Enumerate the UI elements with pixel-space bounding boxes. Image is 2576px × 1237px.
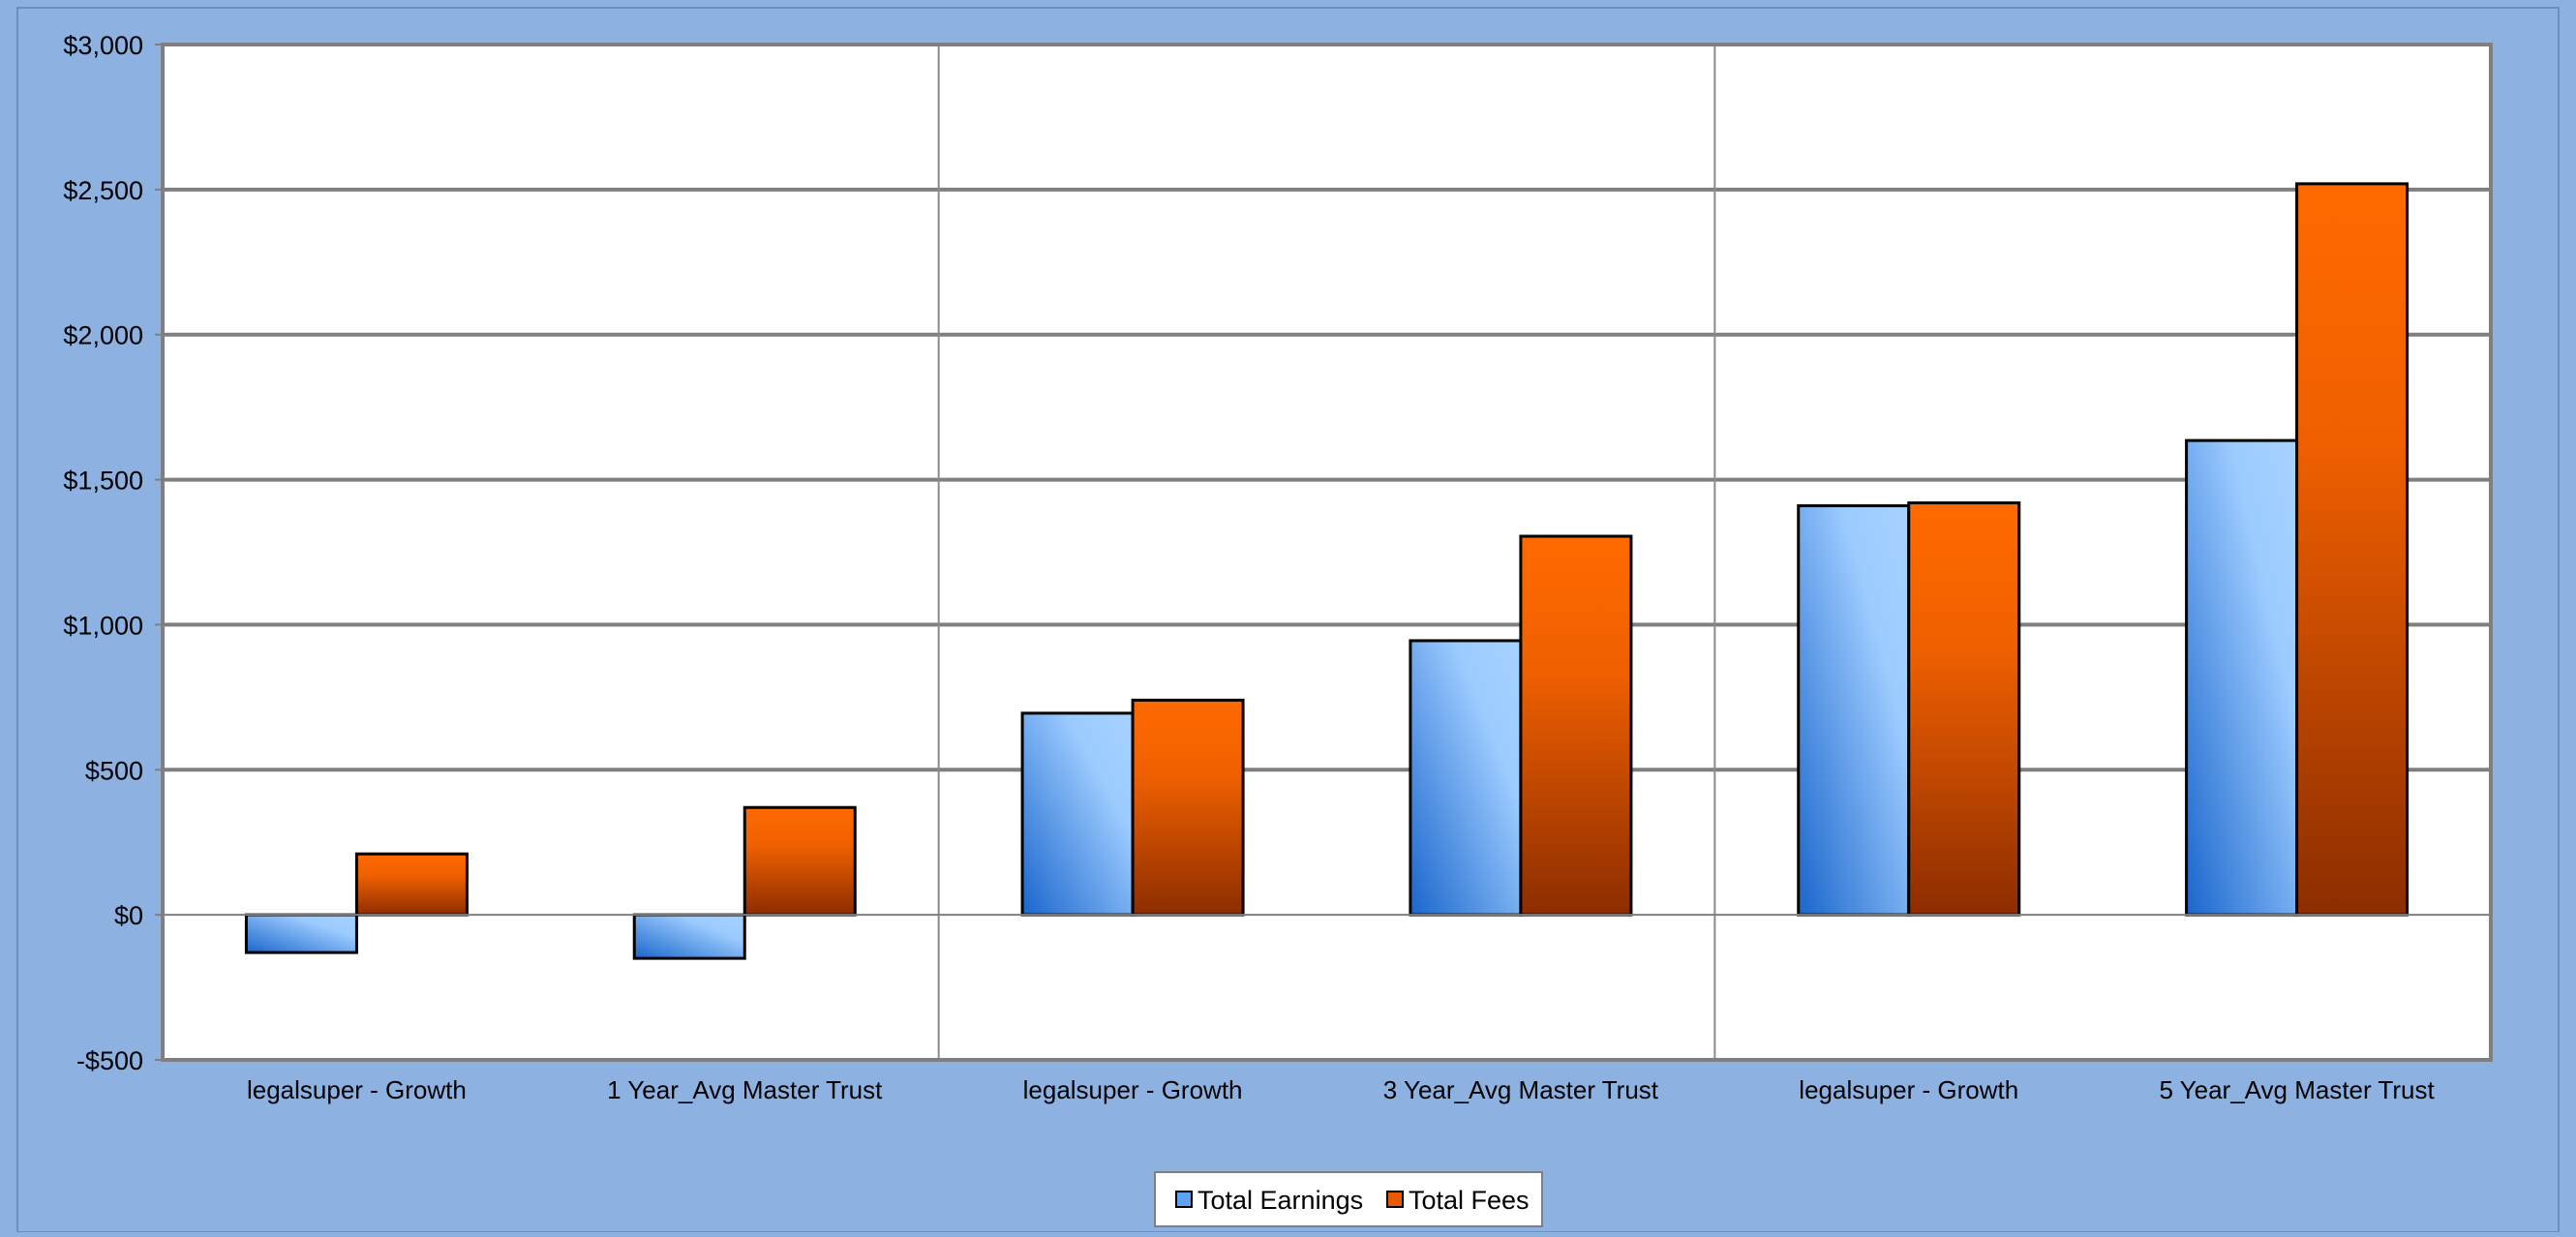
x-axis: legalsuper - Growth 1 Year_Avg Master Tru… xyxy=(247,1075,2435,1104)
bar-total-fees[interactable] xyxy=(1907,501,2021,917)
y-tick-label: $500 xyxy=(85,756,143,785)
y-tick-label: $1,000 xyxy=(63,611,143,640)
legend-label-total-earnings: Total Earnings xyxy=(1197,1186,1363,1215)
bar-total-earnings[interactable] xyxy=(1797,504,1911,917)
x-tick-label: 1 Year_Avg Master Trust xyxy=(607,1075,883,1104)
bar-total-fees[interactable] xyxy=(1519,534,1633,917)
bar-total-fees[interactable] xyxy=(354,852,469,917)
x-tick-label: legalsuper - Growth xyxy=(1799,1075,2018,1104)
gridlines xyxy=(161,43,2493,1062)
bars xyxy=(163,182,2491,960)
x-tick-label: legalsuper - Growth xyxy=(247,1075,467,1104)
y-tick-label: $1,500 xyxy=(63,467,143,496)
bar-total-earnings[interactable] xyxy=(2185,438,2299,917)
y-axis: -$500 $0 $500 $1,000 $1,500 $2,000 $2,500 $3,00… xyxy=(63,31,165,1075)
y-tick-label: $2,000 xyxy=(63,321,143,350)
bar-total-fees[interactable] xyxy=(742,805,857,917)
bar-total-earnings[interactable] xyxy=(1409,639,1523,917)
x-tick-label: 3 Year_Avg Master Trust xyxy=(1383,1075,1659,1104)
bar-total-earnings[interactable] xyxy=(244,913,358,954)
y-tick-label: -$500 xyxy=(76,1046,143,1075)
y-tick-label: $3,000 xyxy=(63,31,143,60)
legend-box xyxy=(1154,1171,1543,1227)
legend-swatch-total-fees xyxy=(1386,1191,1404,1208)
bar-total-fees[interactable] xyxy=(1131,698,1245,917)
legend[interactable]: Total Earnings Total Fees xyxy=(1154,1171,1543,1227)
legend-label-total-fees: Total Fees xyxy=(1409,1186,1530,1215)
legend-swatch-total-earnings xyxy=(1175,1191,1193,1208)
x-tick-label: 5 Year_Avg Master Trust xyxy=(2159,1075,2435,1104)
bar-total-earnings[interactable] xyxy=(1020,711,1135,917)
y-tick-label: $2,500 xyxy=(63,176,143,205)
bar-total-fees[interactable] xyxy=(2295,182,2409,917)
bar-total-earnings[interactable] xyxy=(632,913,746,960)
plot-area xyxy=(163,45,2491,1060)
y-tick-label: $0 xyxy=(114,901,143,930)
x-tick-label: legalsuper - Growth xyxy=(1023,1075,1243,1104)
